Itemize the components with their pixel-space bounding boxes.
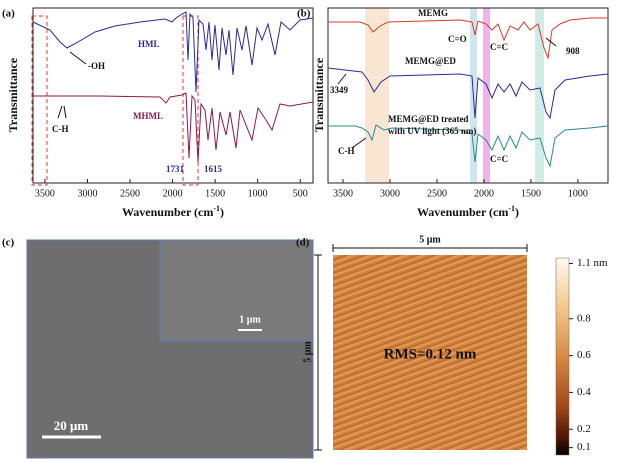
afm-image bbox=[333, 255, 527, 450]
x-axis-label: Wavenumber (cm-1) bbox=[122, 204, 224, 219]
annotation: C=C bbox=[490, 42, 508, 52]
arrow bbox=[337, 37, 557, 149]
annotation: MEMG@ED treated bbox=[388, 114, 468, 124]
band bbox=[483, 8, 490, 183]
x-tick-label: 3000 bbox=[380, 188, 400, 199]
annotation: HML bbox=[138, 39, 160, 49]
highlight-box bbox=[31, 15, 48, 186]
annotation: 908 bbox=[566, 46, 580, 56]
x-tick-label: 2500 bbox=[120, 188, 140, 199]
colorbar-tick-label: 0.1 bbox=[577, 441, 591, 453]
band bbox=[365, 8, 389, 183]
x-tick-label: 2000 bbox=[474, 188, 494, 199]
colorbar-tick-label: 0.2 bbox=[577, 423, 591, 435]
x-tick-label: 2000 bbox=[163, 188, 183, 199]
x-tick-label: 500 bbox=[293, 188, 308, 199]
annotation: MEMG@ED bbox=[405, 56, 456, 66]
colorbar-tick-label: 0.4 bbox=[577, 386, 591, 398]
colorbar-tick-label: 0.8 bbox=[577, 312, 591, 324]
scale-bar-label: 20 μm bbox=[54, 418, 89, 433]
colorbar bbox=[555, 257, 570, 456]
scan-size: 5 μm bbox=[419, 234, 441, 245]
x-tick-label: 3000 bbox=[77, 188, 97, 199]
plot-frame bbox=[327, 7, 609, 184]
annotation: with UV light (365 nm) bbox=[388, 126, 476, 136]
scan-size: 5 μm bbox=[302, 341, 313, 363]
band bbox=[535, 8, 544, 183]
panel-label: (a) bbox=[2, 8, 15, 20]
x-tick-label: 3500 bbox=[35, 188, 55, 199]
x-tick-label: 3500 bbox=[333, 188, 353, 199]
arrow bbox=[57, 51, 87, 119]
x-tick-label: 1500 bbox=[205, 188, 225, 199]
spectrum-memg-ed-uv bbox=[328, 124, 609, 168]
y-axis-label: Transmittance bbox=[6, 57, 20, 132]
spectrum-hml bbox=[32, 11, 314, 93]
annotation: 1731 bbox=[166, 164, 185, 174]
panel-label: (c) bbox=[2, 237, 15, 249]
spectrum-mhml bbox=[33, 92, 314, 163]
sem-inset bbox=[159, 239, 314, 342]
rms: RMS=0.12 nm bbox=[384, 346, 477, 362]
annotation: 1615 bbox=[204, 164, 223, 174]
y-axis-label: Transmittance bbox=[312, 57, 326, 132]
x-tick-label: 1000 bbox=[568, 188, 588, 199]
annotation: -OH bbox=[88, 61, 105, 71]
annotation: C-H bbox=[338, 146, 355, 156]
annotation: MEMG bbox=[418, 8, 448, 18]
x-tick-label: 1500 bbox=[521, 188, 541, 199]
highlight-box bbox=[182, 15, 199, 186]
x-tick-label: 1000 bbox=[248, 188, 268, 199]
colorbar-tick-label: 0.6 bbox=[577, 349, 591, 361]
panel-label: (b) bbox=[297, 8, 311, 20]
annotation: 3349 bbox=[330, 85, 349, 95]
x-axis-label: Wavenumber (cm-1) bbox=[417, 204, 519, 219]
spectrum-memg bbox=[328, 17, 608, 60]
colorbar-tick-label: 1.1 nm bbox=[577, 257, 608, 269]
panel-label: (d) bbox=[296, 237, 310, 249]
scale-bar-label: 1 μm bbox=[239, 314, 261, 325]
dimension-line bbox=[314, 244, 528, 451]
x-tick-label: 2500 bbox=[427, 188, 447, 199]
annotation: C=C bbox=[490, 154, 508, 164]
annotation: MHML bbox=[133, 111, 163, 121]
spectrum-memg-ed bbox=[327, 67, 609, 120]
annotation: C=O bbox=[448, 34, 467, 44]
annotation: C-H bbox=[52, 124, 69, 134]
